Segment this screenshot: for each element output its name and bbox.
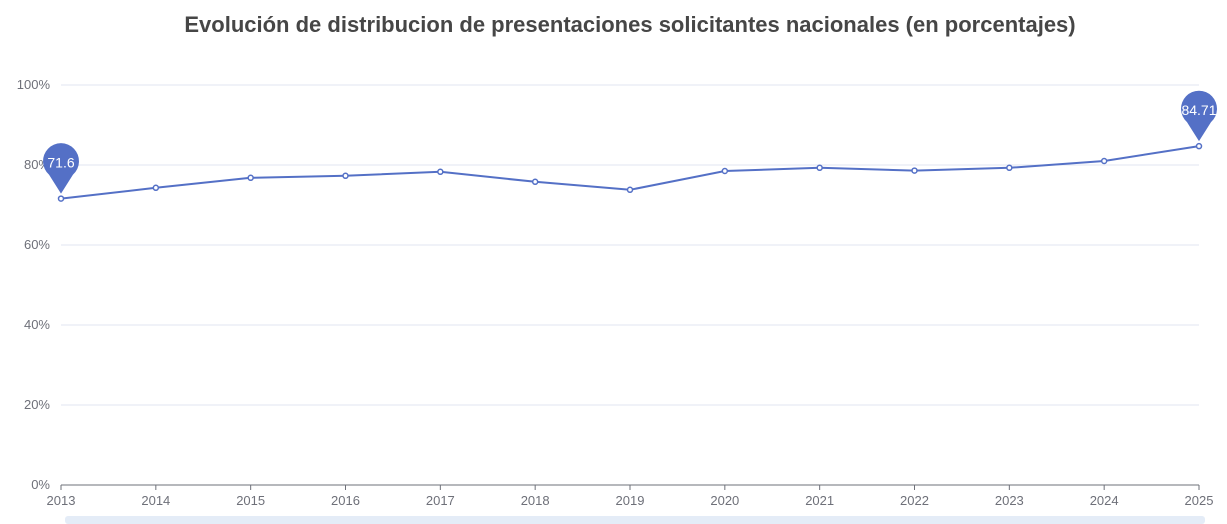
data-point — [531, 178, 539, 186]
y-tick-label: 20% — [24, 397, 50, 412]
y-tick-label: 100% — [17, 77, 51, 92]
data-point — [911, 167, 918, 174]
x-tick-label: 2024 — [1090, 493, 1119, 508]
x-tick-label: 2014 — [141, 493, 170, 508]
data-zoom-slider[interactable] — [65, 516, 1205, 524]
x-tick-label: 2013 — [47, 493, 76, 508]
x-tick-label: 2018 — [521, 493, 550, 508]
x-tick-label: 2019 — [616, 493, 645, 508]
data-point — [816, 164, 823, 172]
data-point — [626, 186, 634, 194]
x-tick-label: 2023 — [995, 493, 1024, 508]
x-tick-label: 2021 — [805, 493, 834, 508]
x-tick-label: 2025 — [1185, 493, 1214, 508]
x-tick-label: 2016 — [331, 493, 360, 508]
x-tick-label: 2015 — [236, 493, 265, 508]
data-point — [57, 195, 65, 202]
pin-marker — [1181, 90, 1218, 142]
y-tick-label: 60% — [24, 237, 50, 252]
data-point — [721, 167, 729, 175]
data-point — [1195, 142, 1203, 150]
pin-marker-label: 71.6 — [47, 155, 74, 171]
x-tick-label: 2017 — [426, 493, 455, 508]
y-tick-label: 0% — [31, 477, 50, 492]
pin-marker-label: 84.71 — [1181, 102, 1216, 118]
x-tick-label: 2022 — [900, 493, 929, 508]
data-point — [152, 184, 160, 192]
x-tick-label: 2020 — [710, 493, 739, 508]
data-point — [437, 168, 444, 176]
data-point — [342, 172, 349, 180]
data-point — [1100, 157, 1108, 165]
data-point — [247, 174, 254, 182]
y-tick-label: 40% — [24, 317, 50, 332]
data-point — [1006, 164, 1013, 172]
chart-title: Evolución de distribucion de presentacio… — [184, 12, 1076, 37]
pin-marker — [43, 143, 79, 194]
